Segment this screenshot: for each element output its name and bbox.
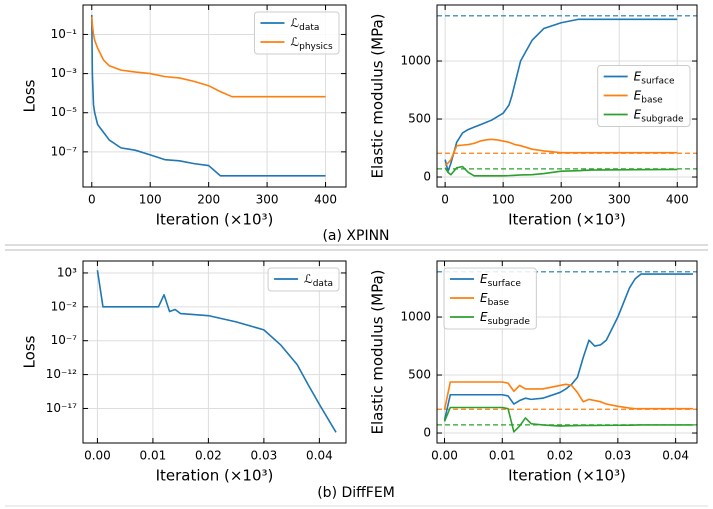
x-tick-label: 300 (256, 193, 279, 207)
x-axis-label: Iteration (×10³) (508, 211, 626, 229)
y-tick-label: 10⁻¹⁷ (46, 401, 77, 415)
caption: (a) XPINN (322, 228, 389, 244)
y-axis-label: Elastic modulus (MPa) (369, 14, 387, 179)
x-tick-label: 300 (608, 193, 631, 207)
legend-label: Ebase (634, 89, 664, 106)
y-tick-label: 0 (423, 170, 431, 184)
y-tick-label: 10³ (57, 265, 77, 279)
y-tick-label: 10⁻⁵ (51, 105, 78, 119)
x-tick-label: 0 (441, 193, 449, 207)
x-tick-label: 0.03 (251, 449, 278, 463)
y-tick-label: 10⁻⁷ (51, 144, 78, 158)
legend-box (443, 267, 537, 330)
x-tick-label: 0.01 (140, 449, 167, 463)
x-tick-label: 400 (314, 193, 337, 207)
x-axis-label: Iteration (×10³) (508, 467, 626, 485)
data-line (443, 381, 693, 410)
y-tick-label: 10⁻² (51, 299, 78, 313)
y-tick-label: 1000 (400, 310, 431, 324)
x-tick-label: 0.03 (604, 449, 631, 463)
y-tick-label: 10⁻¹² (46, 367, 77, 381)
legend-label: ℒdata (290, 16, 319, 33)
legend-label: Esurface (480, 272, 521, 289)
y-axis-label: Elastic modulus (MPa) (369, 270, 387, 435)
data-line (96, 270, 337, 433)
plot-frame (82, 260, 347, 444)
plot-frame (436, 260, 698, 444)
legend-label: ℒphysics (290, 35, 333, 52)
x-tick-label: 200 (550, 193, 573, 207)
x-tick-label: 0 (88, 193, 96, 207)
legend: ℒdata ℒphysics (253, 11, 340, 55)
y-tick-label: 500 (408, 112, 431, 126)
data-line (443, 406, 693, 433)
legend: Esurface Ebase Esubgrade (597, 65, 691, 127)
y-tick-label: 10⁻¹ (51, 27, 78, 41)
x-tick-label: 0.00 (431, 449, 458, 463)
x-tick-label: 400 (666, 193, 689, 207)
data-line (90, 14, 326, 177)
plot-frame (436, 4, 698, 188)
legend-box (597, 65, 691, 127)
y-tick-label: 10⁻⁷ (51, 333, 78, 347)
x-tick-label: 0.00 (84, 449, 111, 463)
x-tick-label: 200 (197, 193, 220, 207)
y-tick-label: 0 (423, 426, 431, 440)
legend-box (267, 267, 340, 292)
y-tick-label: 1000 (400, 54, 431, 68)
caption: (b) DiffFEM (317, 485, 395, 501)
data-line (444, 18, 678, 173)
x-tick-label: 100 (492, 193, 515, 207)
y-tick-label: 500 (408, 368, 431, 382)
legend: Esurface Ebase Esubgrade (443, 267, 537, 330)
legend-label: Esubgrade (480, 310, 530, 327)
legend: ℒdata (267, 267, 340, 292)
data-line (90, 16, 326, 98)
data-line (444, 138, 678, 167)
legend-label: Ebase (480, 291, 510, 308)
data-line (443, 273, 693, 421)
x-tick-label: 100 (139, 193, 162, 207)
y-tick-label: 10⁻³ (51, 66, 78, 80)
x-tick-label: 0.02 (195, 449, 222, 463)
x-tick-label: 0.01 (489, 449, 516, 463)
x-tick-label: 0.02 (547, 449, 574, 463)
data-line (444, 165, 678, 177)
y-axis-label: Loss (21, 79, 39, 112)
legend-label: ℒdata (304, 272, 333, 289)
x-tick-label: 0.04 (306, 449, 333, 463)
legend-label: Esubgrade (634, 108, 684, 125)
x-axis-label: Iteration (×10³) (156, 211, 274, 229)
legend-label: Esurface (634, 70, 675, 87)
x-axis-label: Iteration (×10³) (156, 467, 274, 485)
plot-frame (82, 4, 347, 188)
x-tick-label: 0.04 (662, 449, 689, 463)
y-axis-label: Loss (21, 335, 39, 368)
